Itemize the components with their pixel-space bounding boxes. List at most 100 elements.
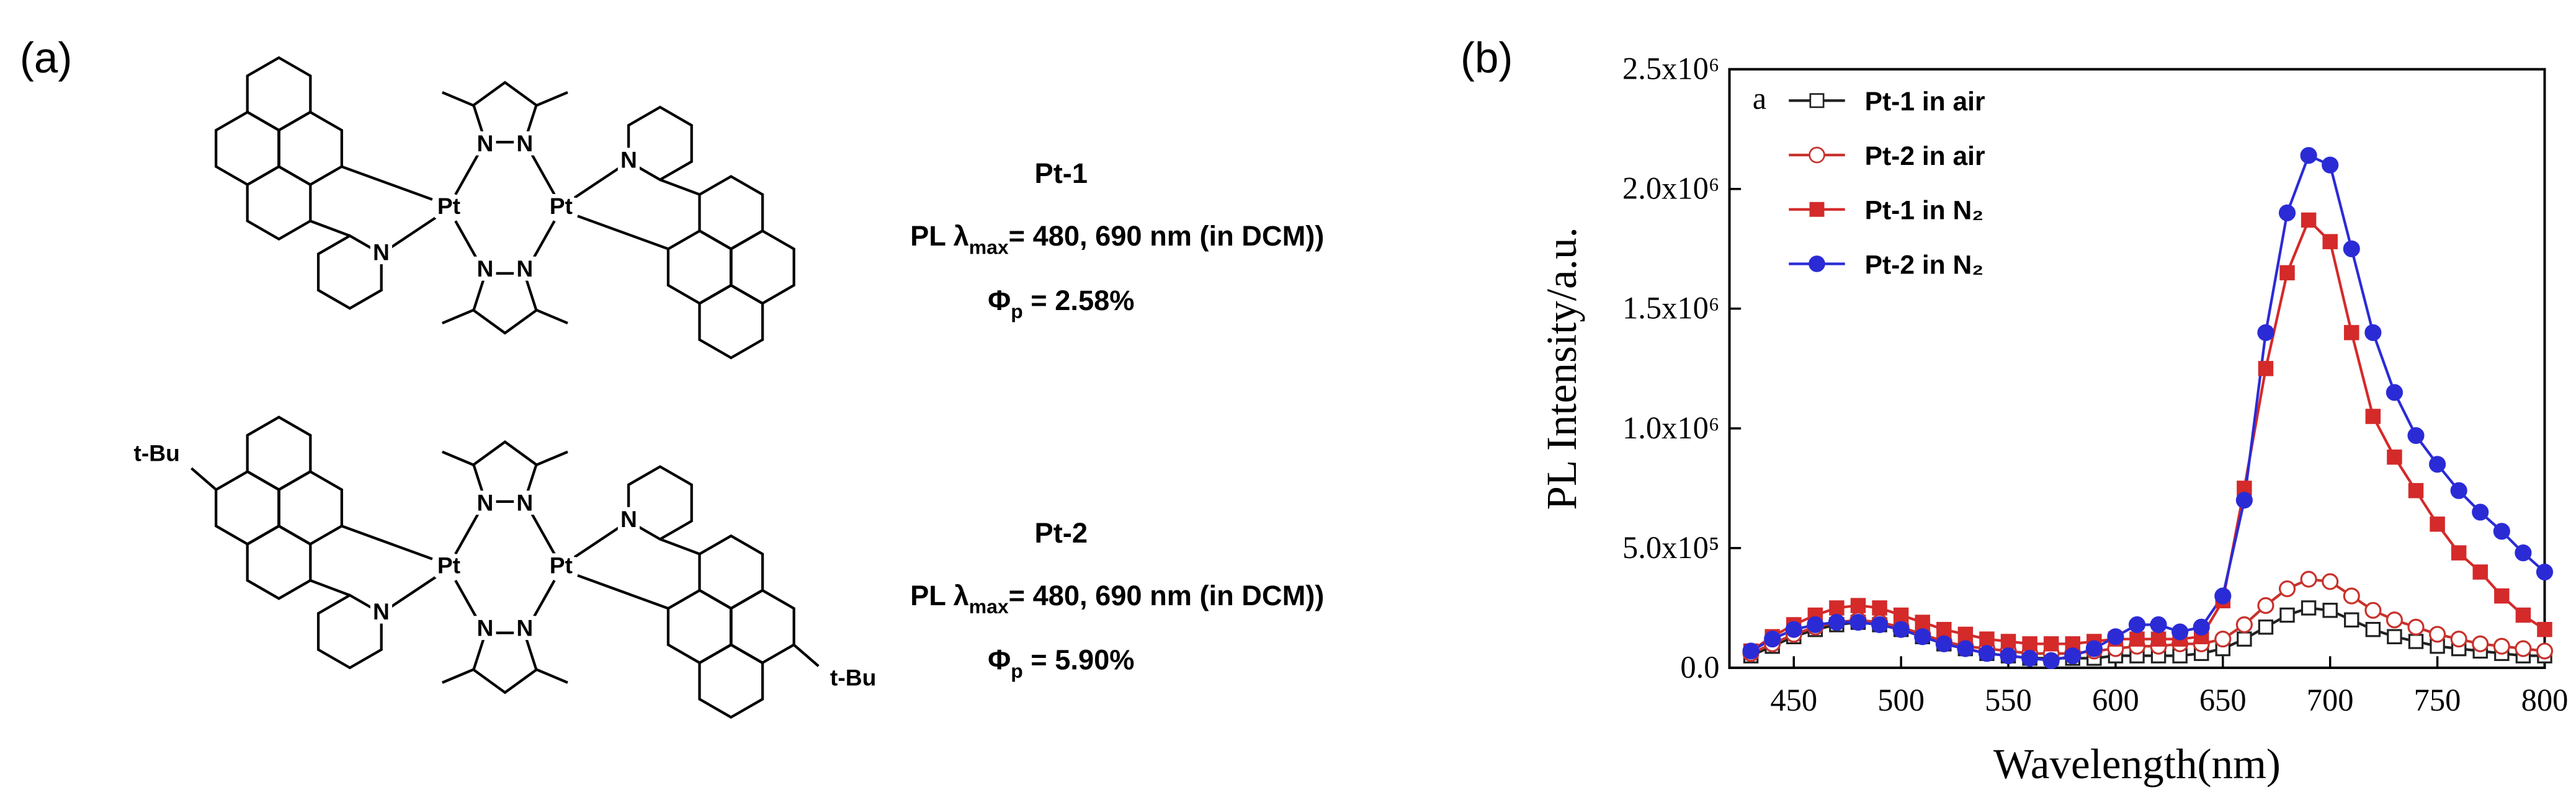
marker: [2344, 325, 2359, 340]
text: PL λ: [910, 580, 969, 611]
marker: [2430, 517, 2445, 532]
marker: [2493, 523, 2510, 540]
atom-label: N: [620, 506, 637, 532]
marker: [1742, 642, 1760, 660]
legend-swatch: [1809, 93, 1825, 109]
marker: [2493, 637, 2510, 655]
marker: [1871, 616, 1889, 634]
marker: [2322, 234, 2338, 249]
marker: [2494, 588, 2510, 604]
marker: [2322, 156, 2339, 174]
x-tick-label: 500: [1877, 683, 1925, 717]
marker: [2301, 600, 2317, 616]
atom-label: Pt: [437, 552, 460, 579]
text: = 5.90%: [1023, 644, 1135, 676]
marker: [2171, 623, 2189, 641]
x-tick-label: 550: [1985, 683, 2032, 717]
marker: [2000, 647, 2017, 665]
legend-label: Pt-2 in N₂: [1865, 250, 1983, 280]
marker: [2451, 545, 2467, 561]
text: Φ: [988, 285, 1011, 316]
y-tick-label: 2.5x10⁶: [1622, 51, 1720, 86]
text: max: [969, 595, 1009, 618]
chart: 450 500 550 600 650 700 750 800 0.0 5.0x10⁵ 1.0x10…: [1537, 51, 2568, 787]
marker: [2129, 631, 2145, 647]
y-tick-label: 2.0x10⁶: [1622, 171, 1720, 206]
marker: [1785, 621, 1802, 638]
text: PL λ: [910, 220, 969, 252]
legend-swatch: [1809, 202, 1825, 217]
marker: [2472, 564, 2488, 580]
atom-label: N: [477, 615, 494, 641]
marker: [2386, 611, 2403, 629]
atom-label: N: [516, 615, 533, 641]
quantum-yield: Φp = 2.58%: [988, 285, 1134, 322]
marker: [2150, 616, 2167, 634]
text: Φ: [988, 644, 1011, 676]
marker: [2301, 212, 2317, 228]
legend-label: Pt-1 in N₂: [1865, 196, 1983, 226]
text: = 2.58%: [1023, 285, 1135, 316]
text: = 480, 690 nm (in DCM)): [1009, 220, 1325, 252]
marker: [2193, 618, 2210, 636]
atom-label: t-Bu: [133, 440, 179, 466]
marker: [2429, 456, 2446, 473]
marker: [2300, 570, 2317, 588]
panel-label: (b): [1460, 33, 1513, 82]
legend-swatch: [1809, 255, 1825, 272]
marker: [2107, 628, 2124, 646]
series-line: [1750, 606, 2545, 660]
compound-name: Pt-2: [1035, 517, 1088, 549]
marker: [1849, 614, 1867, 631]
atom-label: N: [516, 490, 533, 516]
marker: [1936, 621, 1952, 637]
atom-label: N: [516, 255, 533, 282]
marker: [2278, 204, 2296, 221]
legend-label: Pt-2 in air: [1865, 141, 1985, 171]
marker: [1892, 621, 1910, 638]
marker: [2365, 409, 2381, 424]
text: max: [969, 236, 1009, 259]
compound-name: Pt-1: [1035, 157, 1088, 189]
marker: [2021, 649, 2039, 667]
marker: [2364, 324, 2382, 341]
marker: [2472, 635, 2489, 652]
marker: [2344, 612, 2359, 628]
atom-label: N: [477, 490, 494, 516]
marker: [1872, 600, 1887, 616]
marker: [2085, 640, 2103, 657]
marker: [2043, 636, 2059, 652]
marker: [2322, 573, 2339, 590]
marker: [2150, 631, 2167, 647]
marker: [2364, 601, 2382, 619]
marker: [2450, 482, 2467, 499]
marker: [1893, 607, 1909, 623]
y-tick-label: 0.0: [1680, 650, 1719, 685]
marker: [2258, 619, 2274, 635]
marker: [2257, 597, 2274, 614]
marker: [2214, 631, 2232, 648]
marker: [2536, 563, 2554, 581]
atom-label: N: [477, 255, 494, 282]
marker: [2042, 652, 2060, 669]
marker: [2064, 647, 2082, 665]
x-tick-label: 750: [2414, 683, 2461, 717]
atom-label: Pt: [550, 552, 573, 579]
marker: [2235, 616, 2253, 634]
marker: [2515, 607, 2531, 623]
marker: [2408, 482, 2424, 499]
marker: [2408, 634, 2424, 649]
marker: [1807, 616, 1824, 634]
legend-label: Pt-1 in air: [1865, 87, 1985, 117]
y-axis-label: PL Intensity/a.u.: [1537, 227, 1585, 510]
text: p: [1011, 300, 1023, 322]
marker: [2235, 492, 2253, 509]
marker: [2000, 634, 2016, 649]
text: p: [1011, 660, 1023, 682]
atom-label: Pt: [550, 193, 573, 219]
marker: [1979, 631, 1995, 647]
quantum-yield: Φp = 5.90%: [988, 644, 1134, 682]
y-tick-label: 1.0x10⁶: [1622, 410, 1720, 445]
